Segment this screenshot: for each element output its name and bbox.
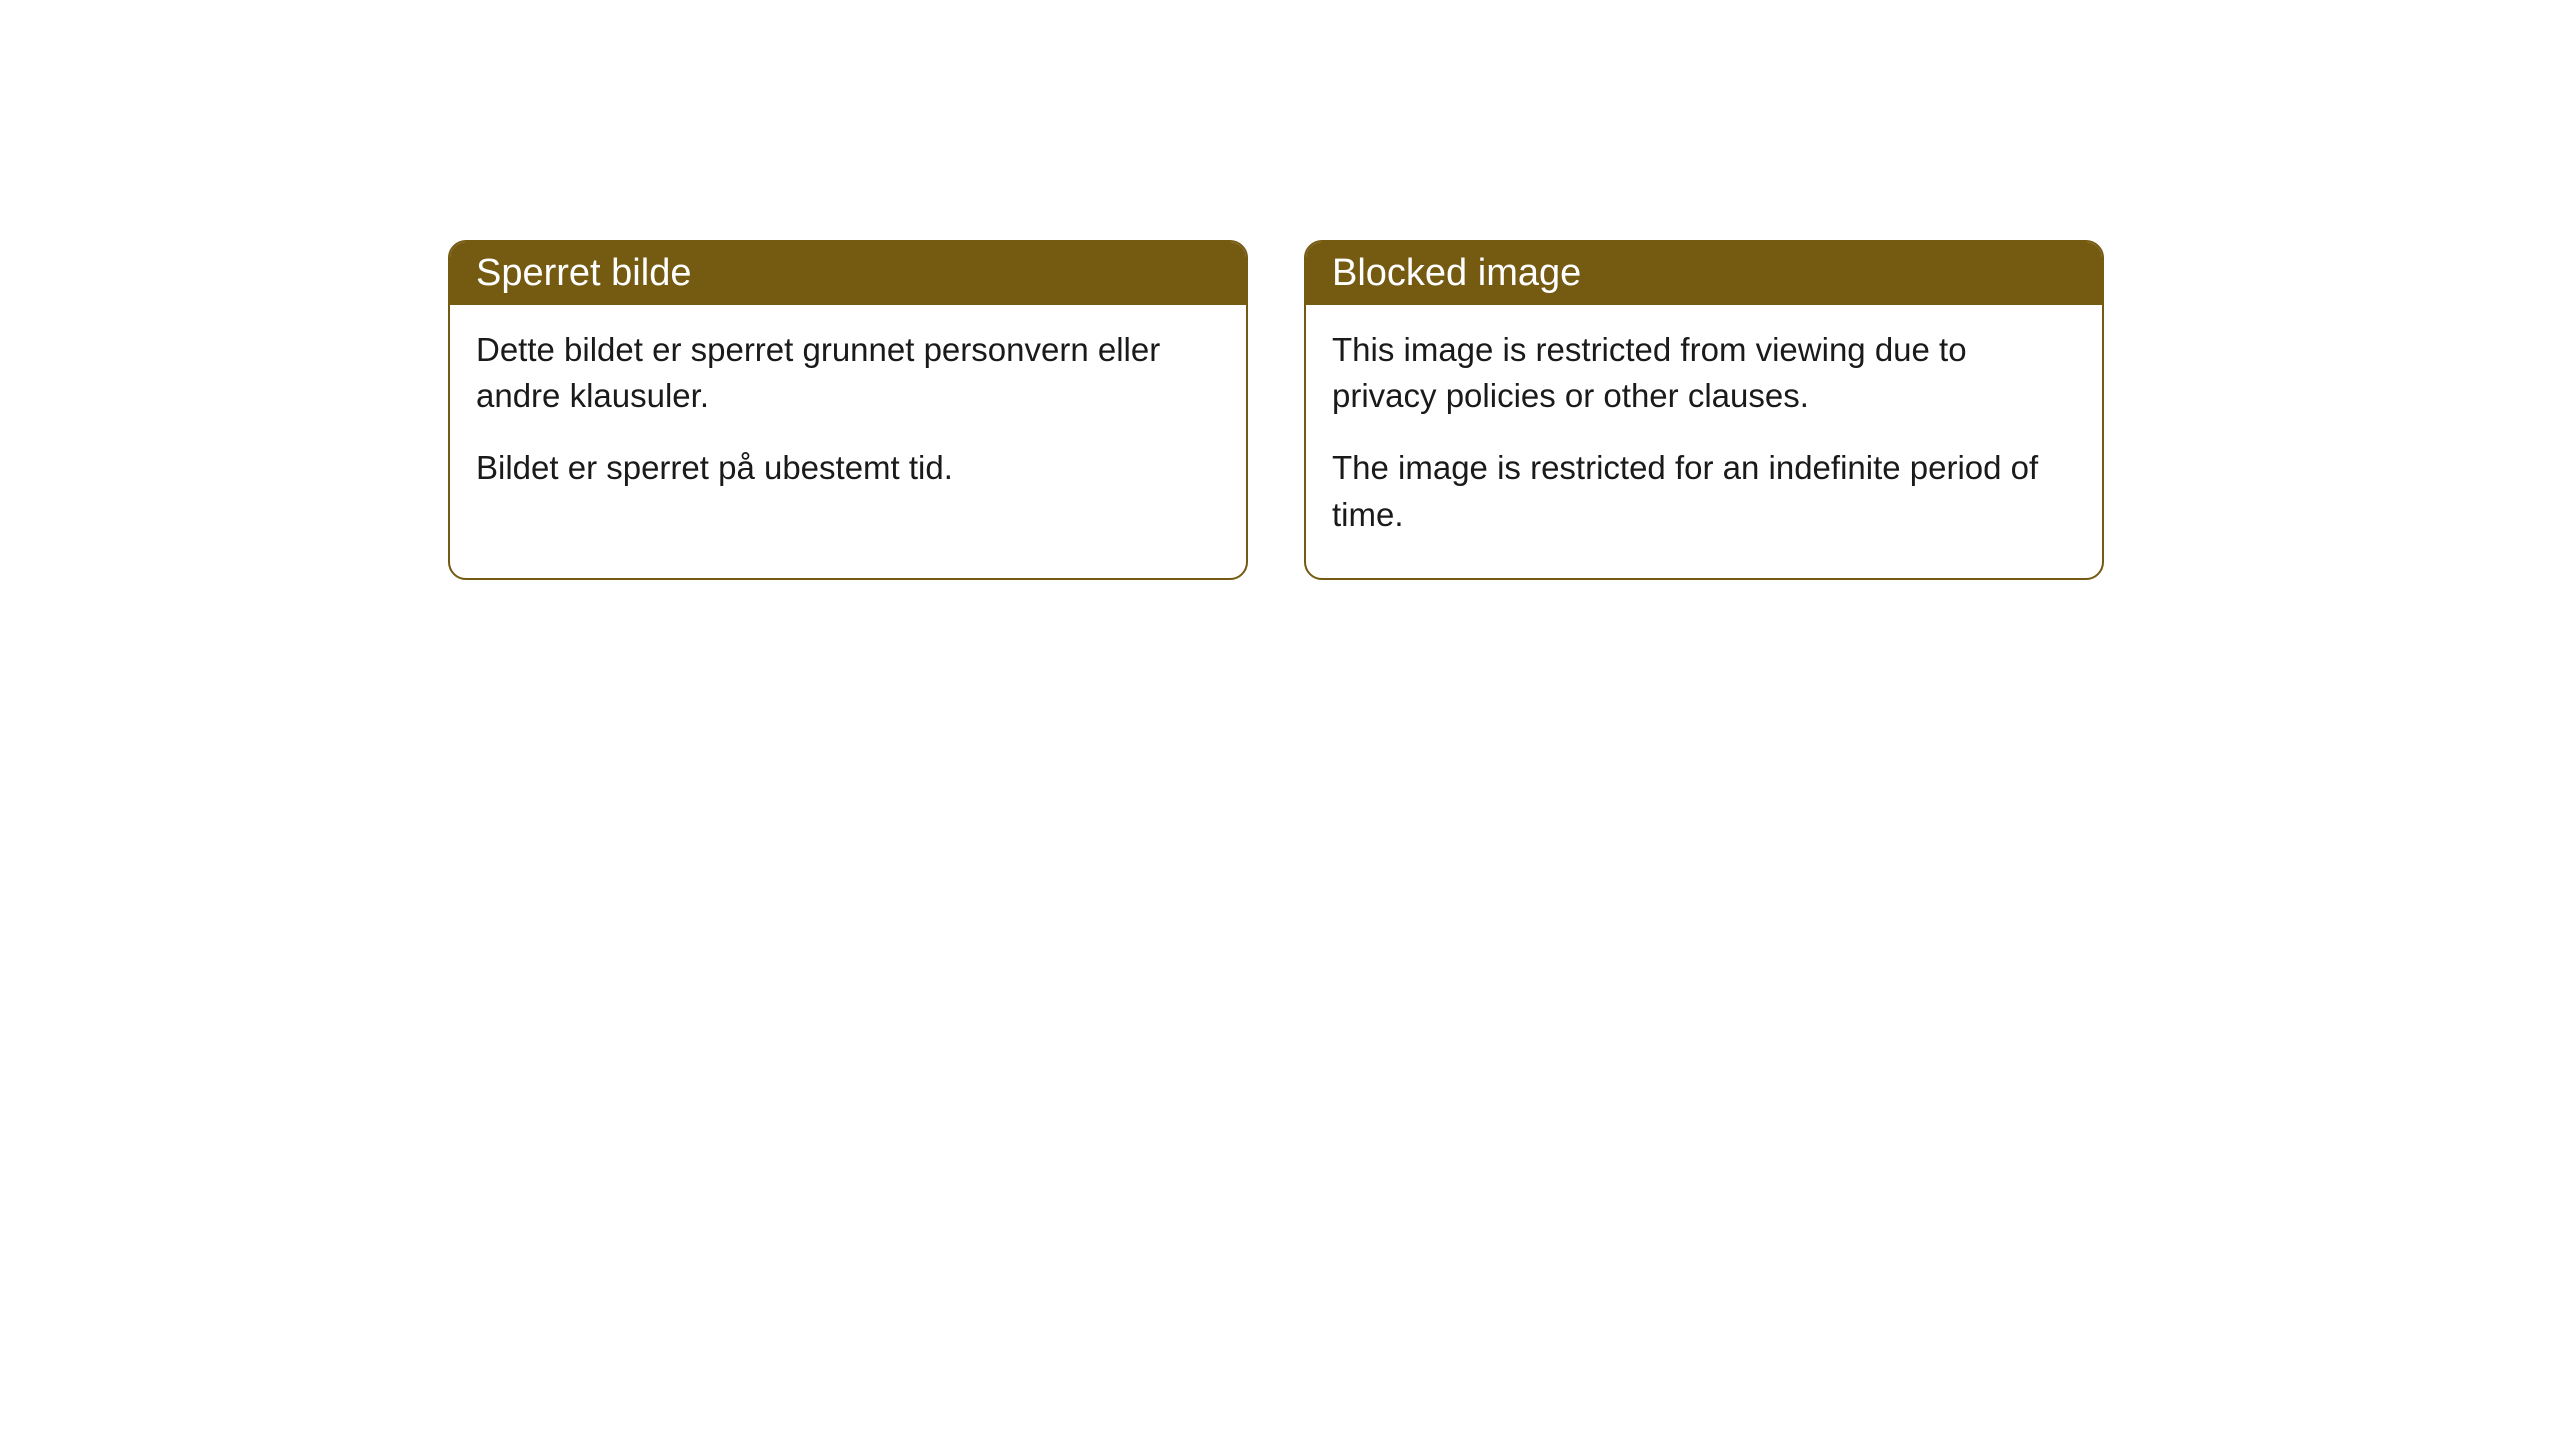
- cards-container: Sperret bilde Dette bildet er sperret gr…: [0, 0, 2560, 580]
- card-body-norwegian: Dette bildet er sperret grunnet personve…: [450, 305, 1246, 532]
- card-title: Sperret bilde: [476, 252, 691, 294]
- card-paragraph-2: Bildet er sperret på ubestemt tid.: [476, 445, 1220, 491]
- card-header-english: Blocked image: [1306, 242, 2102, 305]
- card-paragraph-1: Dette bildet er sperret grunnet personve…: [476, 327, 1220, 419]
- card-body-english: This image is restricted from viewing du…: [1306, 305, 2102, 578]
- card-title: Blocked image: [1332, 252, 1581, 294]
- blocked-image-card-english: Blocked image This image is restricted f…: [1304, 240, 2104, 580]
- blocked-image-card-norwegian: Sperret bilde Dette bildet er sperret gr…: [448, 240, 1248, 580]
- card-header-norwegian: Sperret bilde: [450, 242, 1246, 305]
- card-paragraph-2: The image is restricted for an indefinit…: [1332, 445, 2076, 537]
- card-paragraph-1: This image is restricted from viewing du…: [1332, 327, 2076, 419]
